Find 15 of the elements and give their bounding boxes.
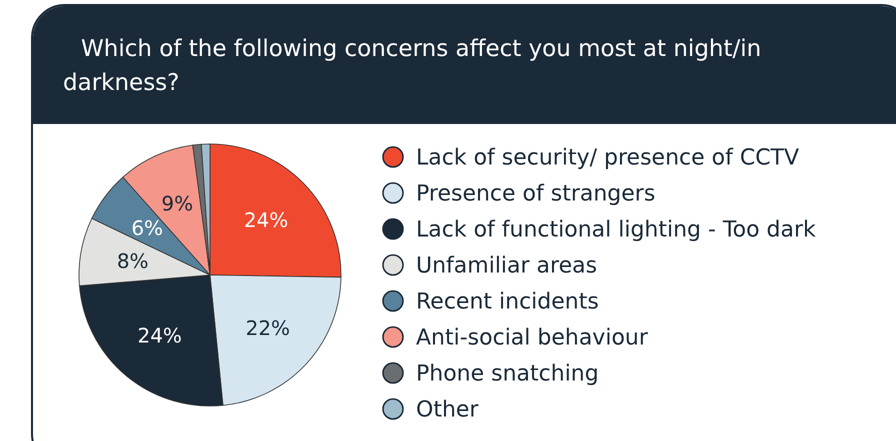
legend-label: Recent incidents [416,290,599,315]
legend-label: Unfamiliar areas [416,254,598,279]
data-label: 9% [161,192,194,216]
data-label: 24% [244,208,288,232]
data-label: 8% [116,248,149,273]
legend-label: Presence of strangers [416,182,656,207]
legend-label: Lack of security/ presence of CCTV [416,146,800,171]
data-label: 24% [137,323,182,348]
legend-label: Anti-social behaviour [416,326,649,351]
legend-label: Lack of functional lighting - Too dark [416,218,816,243]
data-label: 22% [246,316,290,340]
legend-label: Other [416,398,480,423]
data-label: 6% [131,216,164,240]
legend-label: Phone snatching [416,362,599,387]
chart-title: Which of the following concerns affect you most at night/in darkness? [33,6,896,124]
